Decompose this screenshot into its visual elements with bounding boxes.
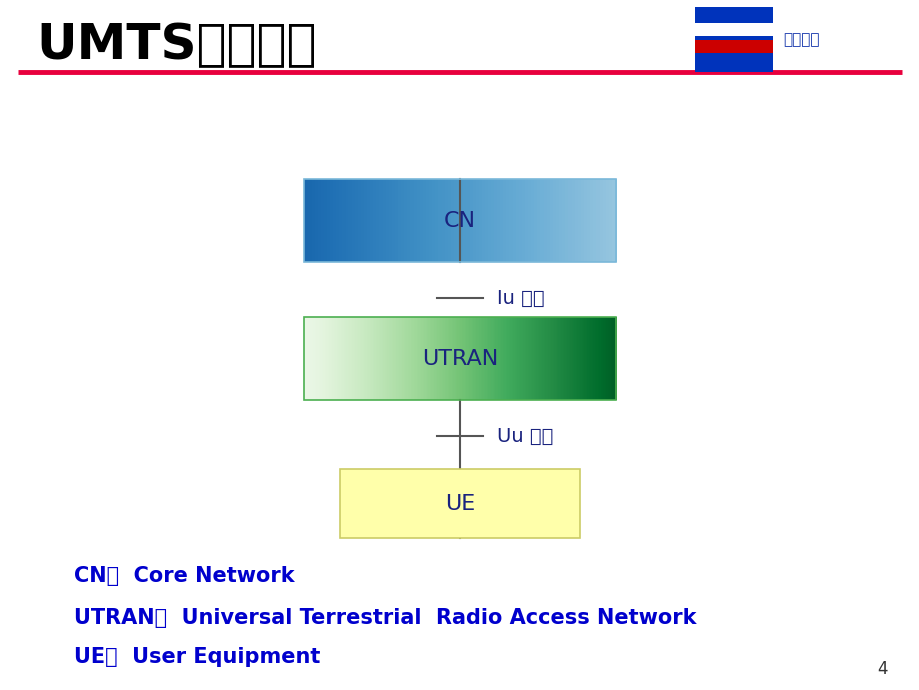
Bar <box>694 7 772 72</box>
Text: 4: 4 <box>877 660 887 678</box>
FancyBboxPatch shape <box>340 469 579 538</box>
Text: 东信网络: 东信网络 <box>783 32 819 47</box>
Text: Iu 接口: Iu 接口 <box>496 288 544 308</box>
Text: UE: UE <box>445 494 474 513</box>
Text: UTRAN: UTRAN <box>422 349 497 368</box>
Polygon shape <box>694 23 772 37</box>
Text: CN：  Core Network: CN： Core Network <box>74 566 294 586</box>
Text: Uu 接口: Uu 接口 <box>496 426 552 446</box>
Text: UMTS通用接口: UMTS通用接口 <box>37 21 317 69</box>
Text: UE：  User Equipment: UE： User Equipment <box>74 647 320 667</box>
Polygon shape <box>694 39 772 52</box>
Text: CN: CN <box>444 211 475 230</box>
Text: UTRAN：  Universal Terrestrial  Radio Access Network: UTRAN： Universal Terrestrial Radio Acces… <box>74 608 696 627</box>
